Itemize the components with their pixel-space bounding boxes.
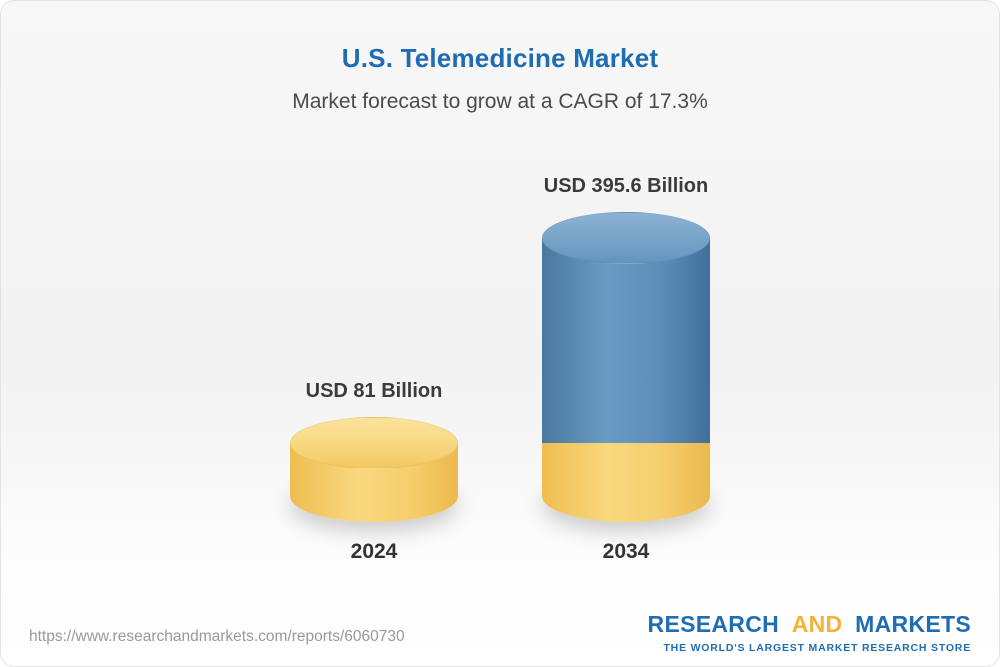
bar-2024-cylinder	[290, 417, 458, 522]
logo-word-research: RESEARCH	[647, 611, 780, 637]
report-url: https://www.researchandmarkets.com/repor…	[29, 628, 405, 645]
bar-group-2034: USD 395.6 Billion 2034	[542, 175, 710, 564]
research-and-markets-logo: RESEARCH AND MARKETS THE WORLD'S LARGEST…	[648, 611, 971, 654]
bar-2034-base-band	[542, 443, 710, 496]
logo-tagline: THE WORLD'S LARGEST MARKET RESEARCH STOR…	[663, 642, 971, 654]
bar-2034-category-label: 2034	[602, 540, 650, 563]
bar-2024-top-cap	[290, 417, 458, 469]
bar-2034-body	[542, 238, 710, 496]
logo-word-and: AND	[791, 611, 843, 637]
bar-group-2024: USD 81 Billion 2024	[290, 380, 458, 564]
chart-header: U.S. Telemedicine Market Market forecast…	[1, 1, 999, 114]
logo-wordmark: RESEARCH AND MARKETS	[648, 611, 971, 638]
bar-2034-value-label: USD 395.6 Billion	[543, 175, 709, 197]
chart-title: U.S. Telemedicine Market	[341, 43, 659, 73]
bar-2034-cylinder	[542, 212, 710, 522]
bar-2024-category-label: 2024	[350, 540, 398, 563]
bar-2024-value-label: USD 81 Billion	[305, 380, 443, 402]
bar-2034-top-cap	[542, 212, 710, 264]
logo-word-markets: MARKETS	[855, 611, 971, 637]
chart-subtitle: Market forecast to grow at a CAGR of 17.…	[292, 90, 708, 113]
footer: https://www.researchandmarkets.com/repor…	[1, 596, 999, 666]
